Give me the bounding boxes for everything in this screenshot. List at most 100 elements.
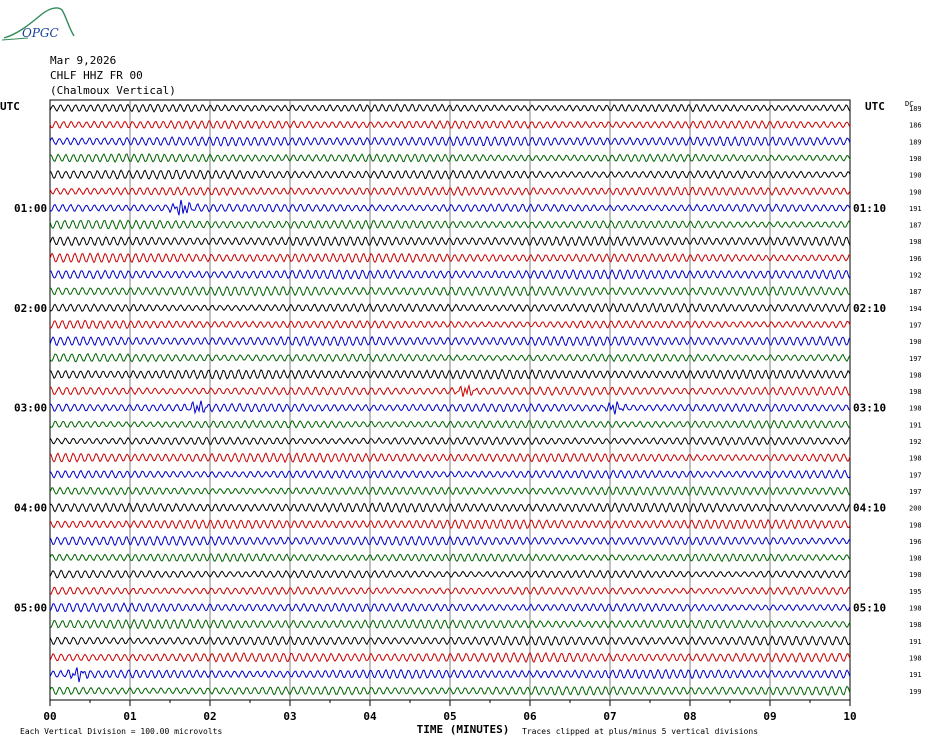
trace-line bbox=[49, 502, 851, 514]
trace-line bbox=[49, 383, 851, 397]
trace-line bbox=[49, 169, 851, 180]
trace-line bbox=[49, 651, 851, 663]
dc-offset-label: 198 bbox=[909, 238, 922, 246]
trace-line bbox=[49, 452, 851, 464]
dc-offset-label: 198 bbox=[909, 555, 922, 563]
logo-text: OPGC bbox=[22, 26, 59, 40]
dc-offset-label: 196 bbox=[909, 255, 922, 263]
trace-line bbox=[49, 400, 851, 415]
dc-offset-label: 191 bbox=[909, 671, 922, 679]
x-tick-label: 02 bbox=[203, 710, 216, 723]
trace-line bbox=[49, 352, 851, 363]
x-tick-label: 09 bbox=[763, 710, 776, 723]
trace-line bbox=[49, 436, 851, 446]
dc-offset-label: 191 bbox=[909, 205, 922, 213]
trace-line bbox=[49, 268, 851, 280]
dc-offset-label: 195 bbox=[909, 588, 922, 596]
trace-line bbox=[49, 486, 851, 497]
trace-line bbox=[49, 235, 851, 247]
trace-line bbox=[49, 252, 851, 264]
trace-line bbox=[49, 219, 851, 230]
trace-line bbox=[49, 103, 851, 113]
trace-line bbox=[49, 586, 851, 596]
trace-line bbox=[49, 667, 851, 683]
logo-hill-icon bbox=[1, 7, 75, 41]
dc-offset-label: 198 bbox=[909, 605, 922, 613]
left-time-label: 04:00 bbox=[14, 502, 47, 515]
trace-line bbox=[49, 552, 851, 563]
trace-line bbox=[49, 469, 851, 480]
trace-line bbox=[49, 518, 851, 530]
dc-offset-label: 197 bbox=[909, 488, 922, 496]
dc-offset-label: 187 bbox=[909, 288, 922, 296]
trace-line bbox=[49, 569, 851, 579]
dc-offset-label: 200 bbox=[909, 505, 922, 513]
right-utc-label: UTC bbox=[865, 100, 885, 113]
left-time-label: 01:00 bbox=[14, 202, 47, 215]
x-tick-label: 01 bbox=[123, 710, 137, 723]
x-tick-label: 00 bbox=[43, 710, 56, 723]
dc-offset-label: 194 bbox=[909, 305, 922, 313]
right-time-label: 05:10 bbox=[853, 602, 886, 615]
trace-line bbox=[49, 601, 851, 613]
right-time-label: 03:10 bbox=[853, 402, 886, 415]
x-tick-label: 08 bbox=[683, 710, 696, 723]
trace-line bbox=[49, 618, 851, 630]
dc-offset-label: 198 bbox=[909, 654, 922, 662]
trace-line bbox=[49, 186, 851, 197]
x-axis-label: TIME (MINUTES) bbox=[417, 723, 510, 736]
dc-offset-label: 198 bbox=[909, 621, 922, 629]
dc-offset-label: 186 bbox=[909, 122, 922, 130]
trace-line bbox=[49, 419, 851, 429]
right-time-label: 04:10 bbox=[853, 502, 886, 515]
dc-offset-label: 192 bbox=[909, 272, 922, 280]
x-tick-label: 04 bbox=[363, 710, 377, 723]
dc-offset-label: 198 bbox=[909, 405, 922, 413]
dc-offset-label: 197 bbox=[909, 471, 922, 479]
trace-line bbox=[49, 152, 851, 164]
dc-offset-label: 189 bbox=[909, 138, 922, 146]
trace-line bbox=[49, 368, 851, 381]
left-utc-label: UTC bbox=[0, 100, 20, 113]
trace-line bbox=[49, 285, 851, 297]
x-tick-label: 06 bbox=[523, 710, 537, 723]
x-tick-label: 05 bbox=[443, 710, 456, 723]
right-time-label: 02:10 bbox=[853, 302, 886, 315]
trace-line bbox=[49, 335, 851, 347]
chart-channel: CHLF HHZ FR 00 bbox=[50, 69, 143, 82]
dc-offset-label: 187 bbox=[909, 222, 922, 230]
dc-offset-label: 198 bbox=[909, 388, 922, 396]
trace-line bbox=[49, 635, 851, 646]
chart-date: Mar 9,2026 bbox=[50, 54, 117, 67]
dc-offset-label: 192 bbox=[909, 438, 922, 446]
x-tick-label: 10 bbox=[843, 710, 856, 723]
trace-line bbox=[49, 199, 851, 216]
dc-offset-label: 191 bbox=[909, 421, 922, 429]
trace-line bbox=[49, 535, 851, 547]
trace-line bbox=[49, 135, 851, 147]
dc-offset-label: 197 bbox=[909, 355, 922, 363]
dc-offset-label: 190 bbox=[909, 338, 922, 346]
dc-offset-label: 190 bbox=[909, 155, 922, 163]
dc-offset-label: 199 bbox=[909, 688, 922, 696]
dc-offset-label: 190 bbox=[909, 188, 922, 196]
x-tick-label: 03 bbox=[283, 710, 296, 723]
dc-offset-label: 189 bbox=[909, 105, 922, 113]
dc-label: DC bbox=[905, 100, 913, 108]
left-time-label: 05:00 bbox=[14, 602, 47, 615]
left-time-label: 02:00 bbox=[14, 302, 47, 315]
dc-offset-label: 191 bbox=[909, 638, 922, 646]
dc-offset-label: 190 bbox=[909, 172, 922, 180]
x-tick-label: 07 bbox=[603, 710, 616, 723]
dc-offset-label: 197 bbox=[909, 321, 922, 329]
footer-clipping-note: Traces clipped at plus/minus 5 vertical … bbox=[522, 727, 758, 736]
trace-line bbox=[49, 685, 851, 696]
left-time-label: 03:00 bbox=[14, 402, 47, 415]
trace-line bbox=[49, 319, 851, 330]
dc-offset-label: 190 bbox=[909, 571, 922, 579]
footer-division-note: Each Vertical Division = 100.00 microvol… bbox=[20, 727, 222, 736]
chart-station: (Chalmoux Vertical) bbox=[50, 84, 176, 97]
dc-offset-label: 198 bbox=[909, 455, 922, 463]
dc-offset-label: 196 bbox=[909, 538, 922, 546]
